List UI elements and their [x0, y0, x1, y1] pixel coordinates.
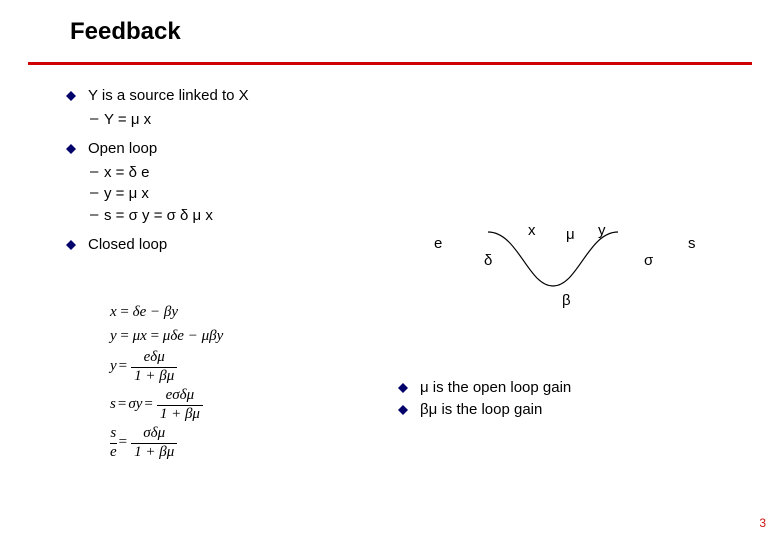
notes: μ is the open loop gain βμ is the loop g… — [398, 378, 571, 421]
diamond-icon — [398, 405, 408, 415]
note-1: μ is the open loop gain — [398, 378, 571, 398]
eq-y2: y= eδμ 1 + βμ — [110, 352, 223, 382]
bullet-text: Y is a source linked to X — [88, 86, 249, 106]
feedback-curve — [468, 230, 638, 300]
sub-bullet-text: x = δ e — [104, 163, 149, 183]
diamond-icon — [398, 383, 408, 393]
sub-bullet-text: s = σ y = σ δ μ x — [104, 206, 213, 226]
bullet-text: Open loop — [88, 139, 157, 159]
note-text: μ is the open loop gain — [420, 378, 571, 398]
bullet-3: Closed loop — [66, 235, 249, 255]
label-e: e — [434, 235, 442, 252]
sub-bullet-text: y = μ x — [104, 184, 149, 204]
bullet-1: Y is a source linked to X — [66, 86, 249, 106]
diamond-icon — [66, 240, 76, 250]
label-sigma: σ — [644, 252, 653, 269]
slide: Feedback Y is a source linked to X – Y =… — [0, 0, 780, 540]
sub-bullet: – y = μ x — [90, 184, 249, 204]
bullet-2: Open loop — [66, 139, 249, 159]
note-text: βμ is the loop gain — [420, 400, 542, 420]
eq-s: s= σy= eσδμ 1 + βμ — [110, 390, 223, 420]
title-rule — [28, 62, 752, 65]
note-2: βμ is the loop gain — [398, 400, 571, 420]
eq-x: x = δe − βy — [110, 304, 223, 322]
eq-ratio: s e = σδμ 1 + βμ — [110, 428, 223, 458]
sub-bullet: – s = σ y = σ δ μ x — [90, 206, 249, 226]
page-title: Feedback — [70, 18, 181, 46]
closed-loop-equations: x = δe − βy y = μx = μδe − μβy y= eδμ 1 … — [110, 304, 223, 466]
dash-icon: – — [90, 206, 104, 223]
dash-icon: – — [90, 184, 104, 201]
bullet-list: Y is a source linked to X – Y = μ x Open… — [66, 86, 249, 259]
diamond-icon — [66, 91, 76, 101]
sub-bullet: – x = δ e — [90, 163, 249, 183]
label-s: s — [688, 235, 696, 252]
bullet-text: Closed loop — [88, 235, 167, 255]
dash-icon: – — [90, 110, 104, 127]
diamond-icon — [66, 144, 76, 154]
sub-bullet-text: Y = μ x — [104, 110, 151, 130]
dash-icon: – — [90, 163, 104, 180]
feedback-diagram: e x μ y s δ σ β — [428, 220, 728, 340]
eq-y1: y = μx = μδe − μβy — [110, 328, 223, 346]
page-number: 3 — [759, 516, 766, 530]
sub-bullet: – Y = μ x — [90, 110, 249, 130]
